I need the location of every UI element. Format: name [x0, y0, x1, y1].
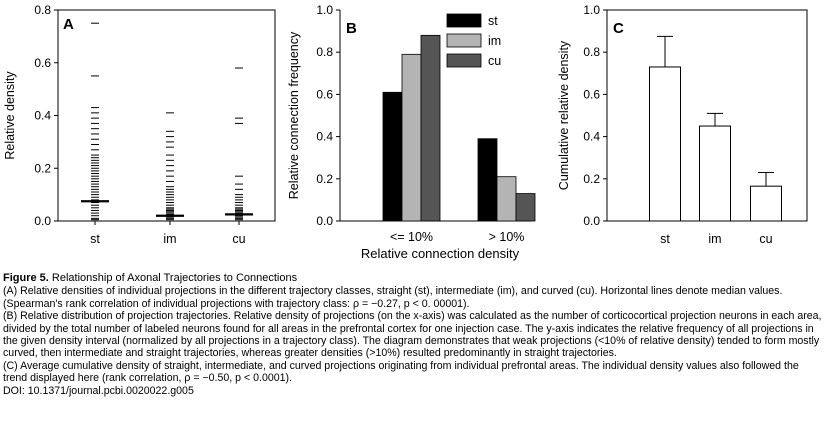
panel-c-y-tick-label: 1.0	[583, 3, 600, 17]
panel-b-legend-swatch-st	[446, 13, 482, 28]
panel-b-bar-cu	[515, 193, 536, 222]
panel-c-x-tick-label: st	[660, 232, 670, 246]
panel-c: 0.0 0.2 0.4 0.6 0.8 1.0 Cumulative relative de…	[557, 3, 808, 246]
panel-a-x-tick-label: cu	[232, 232, 245, 246]
figure-caption: Figure 5. Relationship of Axonal Traject…	[3, 272, 825, 397]
panel-b-bar-cu	[420, 34, 441, 222]
panel-c-y-tick-label: 0.2	[583, 172, 600, 186]
panel-b-y-tick-label: 1.0	[316, 3, 333, 17]
panel-b-legend-label: cu	[488, 54, 501, 68]
panel-b-legend-swatch-im	[446, 33, 482, 48]
panel-a-y-label: Relative density	[3, 71, 17, 160]
panel-b-y-tick-label: 0.2	[316, 172, 333, 186]
panel-a-y-tick-label: 0.6	[34, 56, 51, 70]
panel-b: 0.0 0.2 0.4 0.6 0.8 1.0 Relative connection fr…	[287, 3, 536, 261]
panel-c-bar-st	[649, 66, 681, 222]
panel-b-bar-im	[496, 176, 517, 222]
caption-title: Figure 5. Relationship of Axonal Traject…	[3, 272, 825, 284]
panel-a: 0.0 0.2 0.4 0.6 0.8 Relative density Ast im cu	[3, 3, 276, 246]
panel-c-x-tick-label: cu	[759, 232, 772, 246]
panel-a-letter: A	[63, 16, 74, 33]
caption-doi: DOI: 10.1371/journal.pcbi.0020022.g005	[3, 384, 194, 397]
caption-figure-label: Figure 5.	[3, 272, 49, 284]
panel-b-y-label: Relative connection frequency	[287, 31, 301, 199]
panel-c-y-tick-label: 0.8	[583, 45, 600, 59]
panel-b-x-label: Relative connection density	[361, 246, 520, 261]
panel-b-y-tick-label: 0.8	[316, 45, 333, 59]
panel-c-y-label: Cumulative relative density	[557, 40, 571, 190]
panel-a-y-tick-label: 0.8	[34, 3, 51, 17]
panel-b-y-tick-label: 0.6	[316, 87, 333, 101]
panel-c-letter: C	[613, 20, 624, 37]
panel-a-x-tick-label: st	[90, 232, 100, 246]
panel-c-x-tick-label: im	[708, 232, 721, 246]
panel-b-legend-label: im	[488, 34, 501, 48]
panel-c-y-tick-label: 0.0	[583, 214, 600, 228]
panel-b-bar-st	[477, 138, 498, 222]
panel-a-y-tick-label: 0.2	[34, 161, 51, 175]
caption-paragraph-c: (C) Average cumulative density of straig…	[3, 359, 799, 385]
caption-title-text: Relationship of Axonal Trajectories to C…	[48, 272, 298, 284]
panel-a-y-tick-label: 0.0	[34, 214, 51, 228]
panel-c-y-tick-label: 0.6	[583, 87, 600, 101]
panel-b-legend-label: st	[488, 14, 498, 28]
panel-b-x-tick-label: > 10%	[489, 230, 525, 244]
panel-a-x-tick-label: im	[163, 232, 176, 246]
panel-c-bar-im	[699, 125, 731, 222]
panel-b-letter: B	[346, 20, 357, 37]
panel-b-legend-swatch-cu	[446, 53, 482, 68]
panel-a-y-tick-label: 0.4	[34, 109, 51, 123]
caption-paragraph-a: (A) Relative densities of individual pro…	[3, 285, 783, 310]
panel-c-bar-cu	[750, 185, 782, 222]
panel-b-bar-im	[401, 53, 422, 222]
panel-b-x-tick-label: <= 10%	[390, 230, 433, 244]
panel-b-y-tick-label: 0.0	[316, 214, 333, 228]
caption-paragraph-b: (B) Relative distribution of projection …	[3, 310, 822, 360]
panel-b-bar-st	[382, 91, 403, 222]
panel-c-y-tick-label: 0.4	[583, 130, 600, 144]
panel-b-y-tick-label: 0.4	[316, 130, 333, 144]
